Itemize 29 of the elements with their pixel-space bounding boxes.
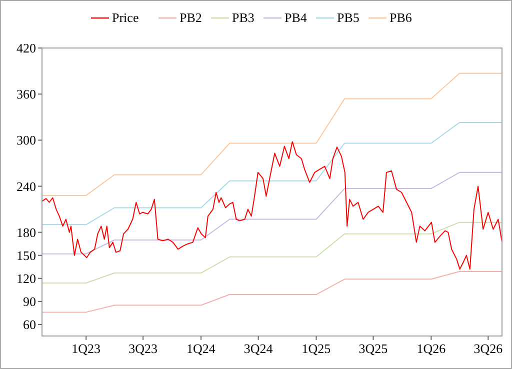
- legend-label: PB3: [232, 10, 254, 25]
- x-tick-label: 1Q26: [416, 341, 446, 356]
- x-tick-label: 1Q24: [186, 341, 216, 356]
- legend-label: PB5: [337, 10, 360, 25]
- y-tick-label: 240: [16, 178, 36, 194]
- legend-label: PB6: [390, 10, 412, 25]
- y-tick-label: 180: [16, 224, 36, 240]
- line-series: [42, 222, 502, 284]
- y-tick-label: 420: [16, 40, 36, 56]
- line-series: [42, 72, 502, 196]
- legend-label: PB2: [180, 10, 202, 25]
- y-tick-label: 120: [16, 270, 36, 286]
- x-tick-label: 3Q24: [244, 341, 274, 356]
- x-tick-label: 3Q26: [474, 341, 504, 356]
- y-tick-label: 300: [16, 132, 36, 148]
- x-tick-label: 3Q23: [128, 341, 158, 356]
- legend-label: Price: [112, 10, 139, 25]
- x-tick-label: 1Q23: [72, 341, 101, 356]
- line-series: [42, 122, 502, 226]
- y-tick-label: 360: [16, 86, 36, 102]
- y-tick-label: 150: [16, 248, 36, 263]
- x-tick-label: 3Q25: [358, 341, 388, 356]
- line-series: [42, 270, 502, 313]
- y-tick-label: 90: [23, 294, 36, 309]
- line-series: [42, 172, 502, 254]
- x-tick-label: 1Q25: [302, 341, 331, 356]
- y-tick-label: 60: [23, 317, 36, 332]
- line-series: [42, 141, 502, 270]
- legend-label: PB4: [284, 10, 308, 25]
